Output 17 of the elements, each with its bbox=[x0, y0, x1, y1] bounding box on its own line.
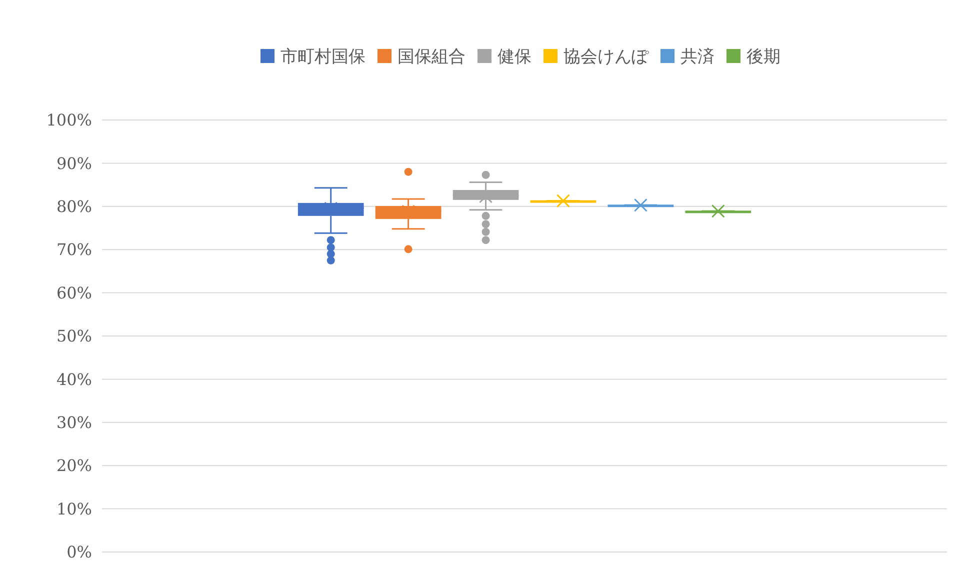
legend-label: 市町村国保 bbox=[280, 47, 366, 67]
y-tick-label: 60% bbox=[56, 283, 92, 302]
y-tick-label: 100% bbox=[46, 110, 92, 130]
y-tick-label: 50% bbox=[56, 326, 92, 346]
y-tick-label: 70% bbox=[56, 240, 92, 260]
y-tick-label: 0% bbox=[66, 542, 92, 562]
y-tick-label: 80% bbox=[56, 197, 92, 216]
y-tick-label: 40% bbox=[56, 370, 92, 389]
y-tick-label: 10% bbox=[56, 499, 92, 518]
legend-label: 後期 bbox=[746, 47, 780, 67]
legend-label: 国保組合 bbox=[398, 47, 466, 67]
y-tick-label: 90% bbox=[56, 154, 92, 173]
y-tick-label: 20% bbox=[56, 456, 92, 476]
y-tick-label: 30% bbox=[56, 413, 92, 432]
legend-label: 協会けんぽ bbox=[564, 47, 650, 67]
legend-label: 共済 bbox=[680, 47, 714, 67]
legend-label: 健保 bbox=[498, 47, 532, 67]
